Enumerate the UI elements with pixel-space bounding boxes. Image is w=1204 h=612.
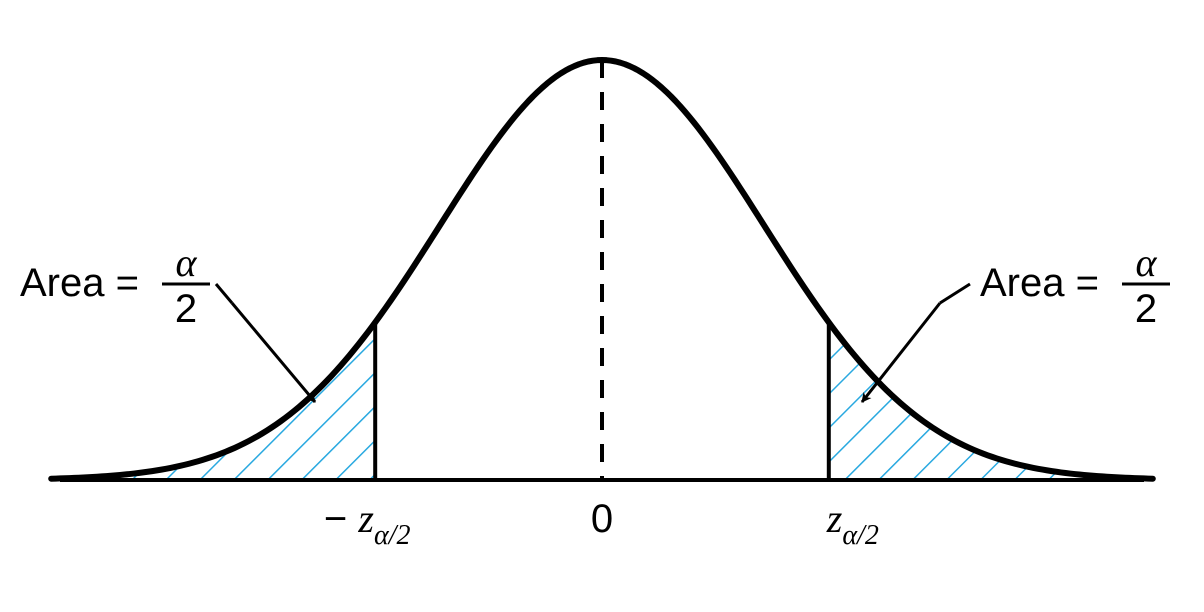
left-area-label: Area = α 2 <box>20 240 232 331</box>
right-area-label: Area = α 2 <box>940 240 1170 331</box>
right-leader-arrow <box>862 303 940 402</box>
svg-text:2: 2 <box>1135 287 1157 331</box>
left-leader-arrow <box>232 303 315 402</box>
center-tick-label: 0 <box>591 497 613 541</box>
svg-text:α: α <box>176 240 198 285</box>
normal-distribution-diagram: 0 − zα/2 zα/2 Area = α 2 Area = α 2 <box>0 0 1204 612</box>
left-critical-label: − zα/2 <box>324 496 411 551</box>
svg-text:α: α <box>1136 240 1158 285</box>
svg-text:Area =: Area = <box>20 261 139 305</box>
svg-text:Area =: Area = <box>980 261 1099 305</box>
right-critical-label: zα/2 <box>826 496 879 551</box>
svg-text:2: 2 <box>175 287 197 331</box>
